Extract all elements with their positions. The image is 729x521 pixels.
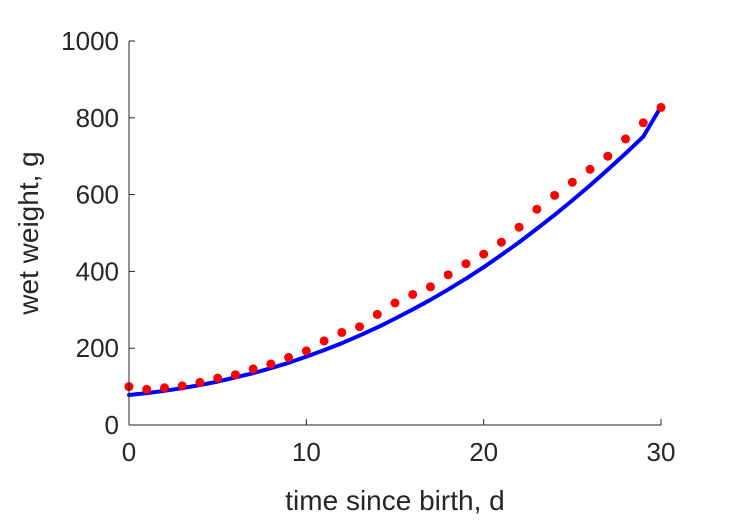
data-point — [337, 327, 347, 337]
data-point — [621, 134, 631, 144]
data-point — [266, 359, 276, 369]
y-tick-label: 200 — [76, 333, 119, 363]
data-point — [213, 373, 223, 383]
x-axis-label: time since birth, d — [285, 485, 504, 516]
x-tick-label: 10 — [292, 437, 321, 467]
y-tick-label: 0 — [105, 410, 119, 440]
data-point — [425, 282, 435, 292]
data-point — [496, 237, 506, 247]
data-point — [248, 364, 258, 374]
fitted-curves — [127, 104, 663, 398]
y-tick-label: 1000 — [61, 26, 119, 56]
data-point — [532, 204, 542, 214]
data-point — [567, 177, 577, 187]
data-point — [142, 384, 152, 394]
data-point — [355, 322, 365, 332]
data-point — [319, 336, 329, 346]
y-ticks: 0 200 400 600 800 1000 — [61, 26, 135, 440]
data-point — [230, 370, 240, 380]
data-point — [585, 164, 595, 174]
data-point — [159, 383, 169, 393]
y-axis-label: wet weight, g — [13, 151, 44, 315]
data-point — [443, 270, 453, 280]
data-point — [550, 190, 560, 200]
data-point — [390, 298, 400, 308]
fit-curve-line — [127, 104, 663, 398]
x-tick-label: 30 — [647, 437, 676, 467]
data-point — [461, 259, 471, 269]
data-point — [177, 381, 187, 391]
data-point — [514, 222, 524, 232]
data-point — [603, 151, 613, 161]
y-tick-label: 600 — [76, 180, 119, 210]
data-point — [408, 289, 418, 299]
data-point — [372, 309, 382, 319]
data-point — [638, 118, 648, 128]
data-point — [284, 352, 294, 362]
data-point — [301, 346, 311, 356]
data-point — [656, 102, 666, 112]
x-tick-label: 20 — [469, 437, 498, 467]
data-point — [195, 377, 205, 387]
y-tick-label: 800 — [76, 103, 119, 133]
y-tick-label: 400 — [76, 256, 119, 286]
axes — [128, 41, 661, 426]
data-point — [479, 249, 489, 259]
x-ticks: 0 10 20 30 — [122, 419, 676, 467]
data-points — [124, 102, 666, 394]
x-tick-label: 0 — [122, 437, 136, 467]
